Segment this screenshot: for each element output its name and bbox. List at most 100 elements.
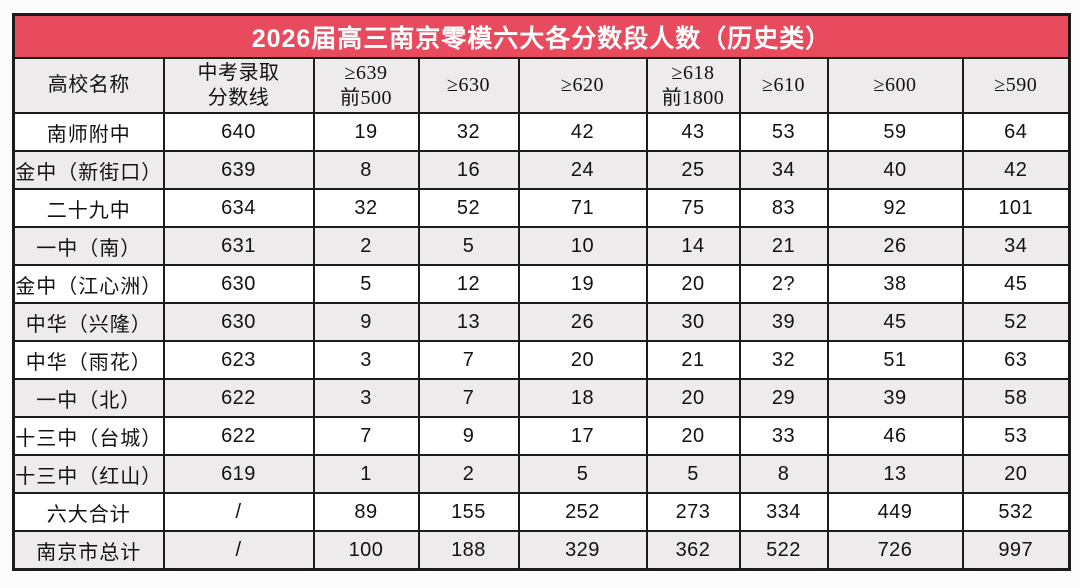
column-header-ge590: ≥590 [961, 57, 1071, 114]
count-cell-ge610: 334 [738, 492, 829, 532]
count-cell-ge639-top500: 89 [312, 492, 420, 532]
count-cell-ge610: 34 [738, 150, 829, 190]
count-cell-ge620: 42 [517, 112, 648, 152]
count-cell-ge600: 26 [826, 226, 964, 266]
count-cell-ge618-top1800: 21 [645, 340, 741, 380]
column-header-school: 高校名称 [12, 57, 165, 114]
count-cell-ge620: 10 [517, 226, 648, 266]
score-table: 2026届高三南京零模六大各分数段人数（历史类） 高校名称 中考录取 分数线 ≥63… [12, 13, 1072, 571]
school-name-cell: 南师附中 [12, 112, 165, 152]
count-cell-ge630: 5 [417, 226, 520, 266]
count-cell-ge639-top500: 5 [312, 264, 420, 304]
count-cell-ge630: 188 [417, 530, 520, 571]
count-cell-ge620: 26 [517, 302, 648, 342]
cutoff-score-cell: 630 [162, 302, 315, 342]
school-name-cell: 中华（雨花） [12, 340, 165, 380]
count-cell-ge600: 40 [826, 150, 964, 190]
table-row: 金中（新街口） 639 8 16 24 25 34 40 42 [12, 150, 1071, 190]
count-cell-ge610: 32 [738, 340, 829, 380]
count-cell-ge590: 20 [961, 454, 1071, 494]
count-cell-ge590: 58 [961, 378, 1071, 418]
column-header-ge620: ≥620 [517, 57, 648, 114]
count-cell-ge610: 21 [738, 226, 829, 266]
cutoff-score-cell: 630 [162, 264, 315, 304]
count-cell-ge590: 997 [961, 530, 1071, 571]
column-header-ge630: ≥630 [417, 57, 520, 114]
table-row: 南京市总计/100 188 329 362 522 726 997 [12, 530, 1071, 571]
count-cell-ge630: 16 [417, 150, 520, 190]
count-cell-ge630: 13 [417, 302, 520, 342]
count-cell-ge620: 329 [517, 530, 648, 571]
count-cell-ge639-top500: 3 [312, 340, 420, 380]
count-cell-ge618-top1800: 43 [645, 112, 741, 152]
school-name-cell: 十三中（台城） [12, 416, 165, 456]
table-row: 二十九中 634 32 52 71 75 83 92 101 [12, 188, 1071, 228]
count-cell-ge618-top1800: 20 [645, 378, 741, 418]
count-cell-ge590: 63 [961, 340, 1071, 380]
count-cell-ge610: 53 [738, 112, 829, 152]
count-cell-ge600: 92 [826, 188, 964, 228]
cutoff-score-cell: 640 [162, 112, 315, 152]
cutoff-score-cell: 634 [162, 188, 315, 228]
count-cell-ge620: 19 [517, 264, 648, 304]
count-cell-ge618-top1800: 25 [645, 150, 741, 190]
count-cell-ge590: 532 [961, 492, 1071, 532]
count-cell-ge639-top500: 7 [312, 416, 420, 456]
cutoff-score-cell: / [162, 530, 315, 571]
count-cell-ge620: 5 [517, 454, 648, 494]
table-row: 六大合计/89 155 252 273 334 449 532 [12, 492, 1071, 532]
count-cell-ge600: 51 [826, 340, 964, 380]
count-cell-ge618-top1800: 273 [645, 492, 741, 532]
count-cell-ge639-top500: 3 [312, 378, 420, 418]
count-cell-ge610: 83 [738, 188, 829, 228]
table-row: 十三中（红山） 619 1 2 5 5 8 13 20 [12, 454, 1071, 494]
school-name-cell: 金中（新街口） [12, 150, 165, 190]
count-cell-ge590: 42 [961, 150, 1071, 190]
count-cell-ge630: 155 [417, 492, 520, 532]
column-header-cutoff: 中考录取 分数线 [162, 57, 315, 114]
count-cell-ge639-top500: 2 [312, 226, 420, 266]
school-name-cell: 二十九中 [12, 188, 165, 228]
count-cell-ge590: 52 [961, 302, 1071, 342]
count-cell-ge618-top1800: 20 [645, 416, 741, 456]
count-cell-ge590: 45 [961, 264, 1071, 304]
count-cell-ge639-top500: 100 [312, 530, 420, 571]
table-row: 中华（兴隆） 630 9 13 26 30 39 45 52 [12, 302, 1071, 342]
count-cell-ge620: 71 [517, 188, 648, 228]
count-cell-ge610: 29 [738, 378, 829, 418]
count-cell-ge600: 39 [826, 378, 964, 418]
count-cell-ge630: 32 [417, 112, 520, 152]
table-row: 十三中（台城） 622 7 9 17 20 33 46 53 [12, 416, 1071, 456]
count-cell-ge630: 12 [417, 264, 520, 304]
table-row: 一中（北） 622 3 7 18 20 29 39 58 [12, 378, 1071, 418]
count-cell-ge600: 38 [826, 264, 964, 304]
count-cell-ge600: 45 [826, 302, 964, 342]
count-cell-ge620: 24 [517, 150, 648, 190]
count-cell-ge590: 101 [961, 188, 1071, 228]
table-row: 一中（南） 631 2 5 10 14 21 26 34 [12, 226, 1071, 266]
cutoff-score-cell: 639 [162, 150, 315, 190]
school-name-cell: 南京市总计 [12, 530, 165, 571]
count-cell-ge610: 2? [738, 264, 829, 304]
column-header-ge600: ≥600 [826, 57, 964, 114]
title-banner-row: 2026届高三南京零模六大各分数段人数（历史类） [12, 13, 1071, 59]
count-cell-ge620: 18 [517, 378, 648, 418]
count-cell-ge630: 7 [417, 340, 520, 380]
count-cell-ge630: 52 [417, 188, 520, 228]
count-cell-ge590: 64 [961, 112, 1071, 152]
count-cell-ge610: 8 [738, 454, 829, 494]
count-cell-ge620: 17 [517, 416, 648, 456]
column-header-ge610: ≥610 [738, 57, 829, 114]
count-cell-ge639-top500: 1 [312, 454, 420, 494]
table-title: 2026届高三南京零模六大各分数段人数（历史类） [12, 13, 1071, 59]
count-cell-ge620: 20 [517, 340, 648, 380]
count-cell-ge620: 252 [517, 492, 648, 532]
cutoff-score-cell: 619 [162, 454, 315, 494]
cutoff-score-cell: 622 [162, 378, 315, 418]
cutoff-score-cell: 623 [162, 340, 315, 380]
table-row: 金中（江心洲） 630 5 12 19 20 2? 38 45 [12, 264, 1071, 304]
count-cell-ge630: 7 [417, 378, 520, 418]
count-cell-ge618-top1800: 20 [645, 264, 741, 304]
count-cell-ge610: 33 [738, 416, 829, 456]
header-row: 高校名称 中考录取 分数线 ≥639 前500 ≥630 ≥620 ≥618 前1800 ≥… [12, 57, 1071, 114]
